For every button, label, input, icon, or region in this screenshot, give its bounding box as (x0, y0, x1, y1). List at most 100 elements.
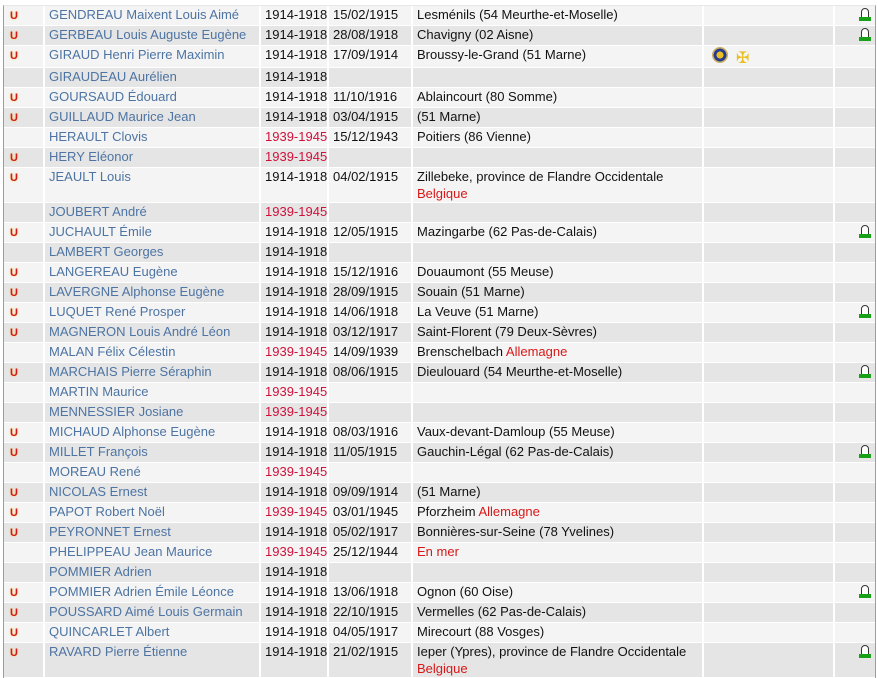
period-cell: 1914-1918 (259, 262, 328, 283)
date-cell: 04/02/1915 (327, 167, 412, 203)
death-place: Lesménils (54 Meurthe-et-Moselle) (417, 7, 618, 22)
date-cell (327, 67, 412, 88)
soldier-name-link[interactable]: MICHAUD Alphonse Eugène (49, 424, 216, 439)
medal-icon[interactable] (712, 47, 728, 63)
death-date: 14/06/1918 (333, 304, 399, 319)
status-cell: U (4, 107, 44, 128)
u-badge-icon: U (10, 50, 18, 62)
soldier-name-link[interactable]: POUSSARD Aimé Louis Germain (49, 604, 243, 619)
medals-cell (702, 25, 834, 46)
soldier-name-link[interactable]: LAVERGNE Alphonse Eugène (49, 284, 225, 299)
status-cell: U (4, 622, 44, 643)
conflict-period: 1914-1918 (265, 169, 328, 184)
soldier-name-link[interactable]: JUCHAULT Émile (49, 224, 152, 239)
conflict-period: 1939-1945 (265, 404, 328, 419)
grave-cell (833, 502, 875, 523)
soldier-name-link[interactable]: MOREAU René (49, 464, 141, 479)
soldier-name-link[interactable]: GIRAUDEAU Aurélien (49, 69, 177, 84)
conflict-period: 1939-1945 (265, 149, 328, 164)
period-cell: 1939-1945 (259, 202, 328, 223)
status-cell: U (4, 322, 44, 343)
status-cell: U (4, 602, 44, 623)
conflict-period: 1914-1918 (265, 324, 328, 339)
table-row: U POUSSARD Aimé Louis Germain 1914-1918 22/… (4, 602, 875, 623)
period-cell: 1939-1945 (259, 382, 328, 403)
soldier-name-link[interactable]: QUINCARLET Albert (49, 624, 170, 639)
soldier-name-link[interactable]: GENDREAU Maixent Louis Aimé (49, 7, 240, 22)
soldier-name-link[interactable]: JOUBERT André (49, 204, 147, 219)
death-country: Allemagne (478, 504, 540, 519)
table-row: GIRAUDEAU Aurélien 1914-1918 (4, 67, 875, 88)
death-date: 08/06/1915 (333, 364, 399, 379)
soldier-name-link[interactable]: MARTIN Maurice (49, 384, 149, 399)
date-cell: 08/06/1915 (327, 362, 412, 383)
soldier-name-link[interactable]: MALAN Félix Célestin (49, 344, 176, 359)
soldier-name-link[interactable]: LUQUET René Prosper (49, 304, 186, 319)
soldier-name-link[interactable]: HERAULT Clovis (49, 129, 148, 144)
grave-cell (833, 167, 875, 203)
date-cell (327, 147, 412, 168)
place-cell (411, 147, 703, 168)
name-cell: MILLET François (43, 442, 260, 463)
period-cell: 1914-1918 (259, 67, 328, 88)
u-badge-icon: U (10, 327, 18, 339)
conflict-period: 1939-1945 (265, 129, 328, 144)
soldier-name-link[interactable]: POMMIER Adrien Émile Léonce (49, 584, 234, 599)
conflict-period: 1914-1918 (265, 27, 328, 42)
soldier-name-link[interactable]: JEAULT Louis (49, 169, 131, 184)
grave-cell (833, 127, 875, 148)
death-place: Poitiers (86 Vienne) (417, 129, 531, 144)
soldier-name-link[interactable]: GUILLAUD Maurice Jean (49, 109, 196, 124)
soldier-name-link[interactable]: LANGEREAU Eugène (49, 264, 178, 279)
status-cell: U (4, 422, 44, 443)
grave-icon[interactable] (859, 445, 871, 458)
grave-cell (833, 67, 875, 88)
grave-icon[interactable] (859, 645, 871, 658)
conflict-period: 1914-1918 (265, 69, 328, 84)
status-cell (4, 127, 44, 148)
date-cell: 14/06/1918 (327, 302, 412, 323)
medals-cell (702, 562, 834, 583)
date-cell (327, 242, 412, 263)
soldier-name-link[interactable]: GOURSAUD Édouard (49, 89, 177, 104)
grave-icon[interactable] (859, 585, 871, 598)
soldier-name-link[interactable]: PEYRONNET Ernest (49, 524, 171, 539)
soldier-name-link[interactable]: GERBEAU Louis Auguste Eugène (49, 27, 247, 42)
u-badge-icon: U (10, 92, 18, 104)
grave-icon[interactable] (859, 365, 871, 378)
grave-cell (833, 582, 875, 603)
soldier-name-link[interactable]: PHELIPPEAU Jean Maurice (49, 544, 213, 559)
status-cell: U (4, 642, 44, 678)
death-country: Belgique (417, 661, 468, 676)
status-cell (4, 562, 44, 583)
soldier-name-link[interactable]: RAVARD Pierre Étienne (49, 644, 188, 659)
period-cell: 1914-1918 (259, 442, 328, 463)
grave-icon[interactable] (859, 28, 871, 41)
soldier-name-link[interactable]: MILLET François (49, 444, 148, 459)
conflict-period: 1939-1945 (265, 504, 328, 519)
period-cell: 1914-1918 (259, 302, 328, 323)
place-cell: Brenschelbach Allemagne (411, 342, 703, 363)
soldier-name-link[interactable]: MARCHAIS Pierre Séraphin (49, 364, 212, 379)
cross-medal-icon[interactable]: ✠ (736, 50, 750, 67)
soldier-name-link[interactable]: PAPOT Robert Noël (49, 504, 165, 519)
grave-icon[interactable] (859, 225, 871, 238)
grave-cell (833, 602, 875, 623)
soldier-name-link[interactable]: GIRAUD Henri Pierre Maximin (49, 47, 225, 62)
place-cell: (51 Marne) (411, 107, 703, 128)
grave-icon[interactable] (859, 8, 871, 21)
soldier-name-link[interactable]: HERY Eléonor (49, 149, 134, 164)
u-badge-icon: U (10, 307, 18, 319)
soldier-name-link[interactable]: MENNESSIER Josiane (49, 404, 184, 419)
soldier-name-link[interactable]: MAGNERON Louis André Léon (49, 324, 231, 339)
conflict-period: 1939-1945 (265, 544, 328, 559)
soldier-name-link[interactable]: NICOLAS Ernest (49, 484, 148, 499)
table-row: U JEAULT Louis 1914-1918 04/02/1915 Zillebek… (4, 167, 875, 203)
grave-cell (833, 542, 875, 563)
conflict-period: 1914-1918 (265, 484, 328, 499)
grave-icon[interactable] (859, 305, 871, 318)
soldier-name-link[interactable]: LAMBERT Georges (49, 244, 164, 259)
date-cell: 12/05/1915 (327, 222, 412, 243)
soldier-name-link[interactable]: POMMIER Adrien (49, 564, 152, 579)
table-row: POMMIER Adrien 1914-1918 (4, 562, 875, 583)
